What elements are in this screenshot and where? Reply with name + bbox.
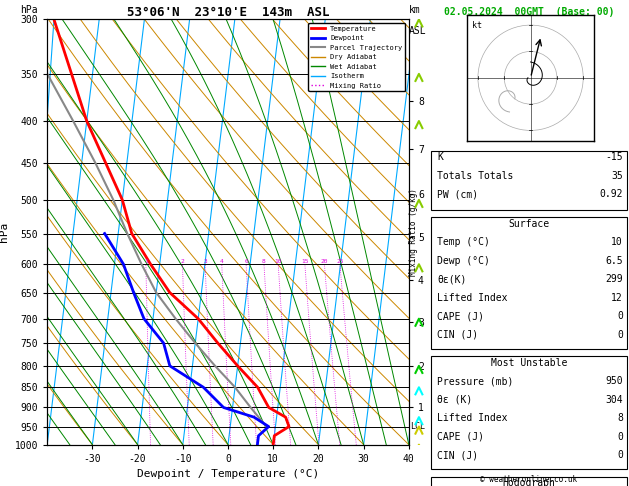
Text: 1: 1: [144, 259, 148, 264]
Text: Lifted Index: Lifted Index: [437, 413, 508, 423]
Text: 6.5: 6.5: [605, 256, 623, 266]
Text: Pressure (mb): Pressure (mb): [437, 376, 513, 386]
Text: 0: 0: [617, 450, 623, 460]
Text: θε(K): θε(K): [437, 274, 466, 284]
Text: 8: 8: [617, 413, 623, 423]
Text: 304: 304: [605, 395, 623, 405]
Text: Dewp (°C): Dewp (°C): [437, 256, 490, 266]
Text: Mixing Ratio (g/kg): Mixing Ratio (g/kg): [409, 188, 418, 276]
Text: 15: 15: [301, 259, 309, 264]
Text: 0: 0: [617, 330, 623, 340]
Text: CAPE (J): CAPE (J): [437, 311, 484, 321]
Bar: [431, 356, 627, 469]
Text: © weatheronline.co.uk: © weatheronline.co.uk: [481, 474, 577, 484]
Text: Temp (°C): Temp (°C): [437, 237, 490, 247]
Text: 25: 25: [336, 259, 343, 264]
Text: 2: 2: [181, 259, 184, 264]
Text: kt: kt: [472, 21, 482, 30]
Text: 0: 0: [617, 432, 623, 442]
Y-axis label: hPa: hPa: [0, 222, 9, 242]
Bar: [431, 217, 627, 349]
Text: 12: 12: [611, 293, 623, 303]
Text: 10: 10: [611, 237, 623, 247]
Text: 3: 3: [203, 259, 207, 264]
Text: θε (K): θε (K): [437, 395, 472, 405]
Text: 0: 0: [617, 311, 623, 321]
Text: 8: 8: [262, 259, 266, 264]
Bar: [431, 151, 627, 210]
Text: LCL: LCL: [410, 422, 425, 431]
Text: 10: 10: [274, 259, 282, 264]
Text: 6: 6: [244, 259, 248, 264]
Text: -15: -15: [605, 152, 623, 162]
Text: 35: 35: [611, 171, 623, 181]
Text: 950: 950: [605, 376, 623, 386]
Text: Hodograph: Hodograph: [503, 478, 555, 486]
Text: Surface: Surface: [508, 219, 550, 229]
Text: km: km: [409, 5, 421, 15]
Title: 53°06'N  23°10'E  143m  ASL: 53°06'N 23°10'E 143m ASL: [127, 6, 329, 19]
Text: CIN (J): CIN (J): [437, 450, 478, 460]
Text: 0.92: 0.92: [599, 189, 623, 199]
Text: Most Unstable: Most Unstable: [491, 358, 567, 368]
Text: CAPE (J): CAPE (J): [437, 432, 484, 442]
Text: K: K: [437, 152, 443, 162]
X-axis label: Dewpoint / Temperature (°C): Dewpoint / Temperature (°C): [137, 469, 319, 479]
Text: 299: 299: [605, 274, 623, 284]
Text: ASL: ASL: [409, 26, 426, 36]
Text: hPa: hPa: [20, 5, 38, 15]
Text: CIN (J): CIN (J): [437, 330, 478, 340]
Text: PW (cm): PW (cm): [437, 189, 478, 199]
Bar: [431, 477, 627, 486]
Text: Totals Totals: Totals Totals: [437, 171, 513, 181]
Legend: Temperature, Dewpoint, Parcel Trajectory, Dry Adiabat, Wet Adiabat, Isotherm, Mi: Temperature, Dewpoint, Parcel Trajectory…: [308, 23, 405, 91]
Text: 4: 4: [220, 259, 224, 264]
Text: 02.05.2024  00GMT  (Base: 00): 02.05.2024 00GMT (Base: 00): [444, 7, 614, 17]
Text: Lifted Index: Lifted Index: [437, 293, 508, 303]
Text: 20: 20: [321, 259, 328, 264]
